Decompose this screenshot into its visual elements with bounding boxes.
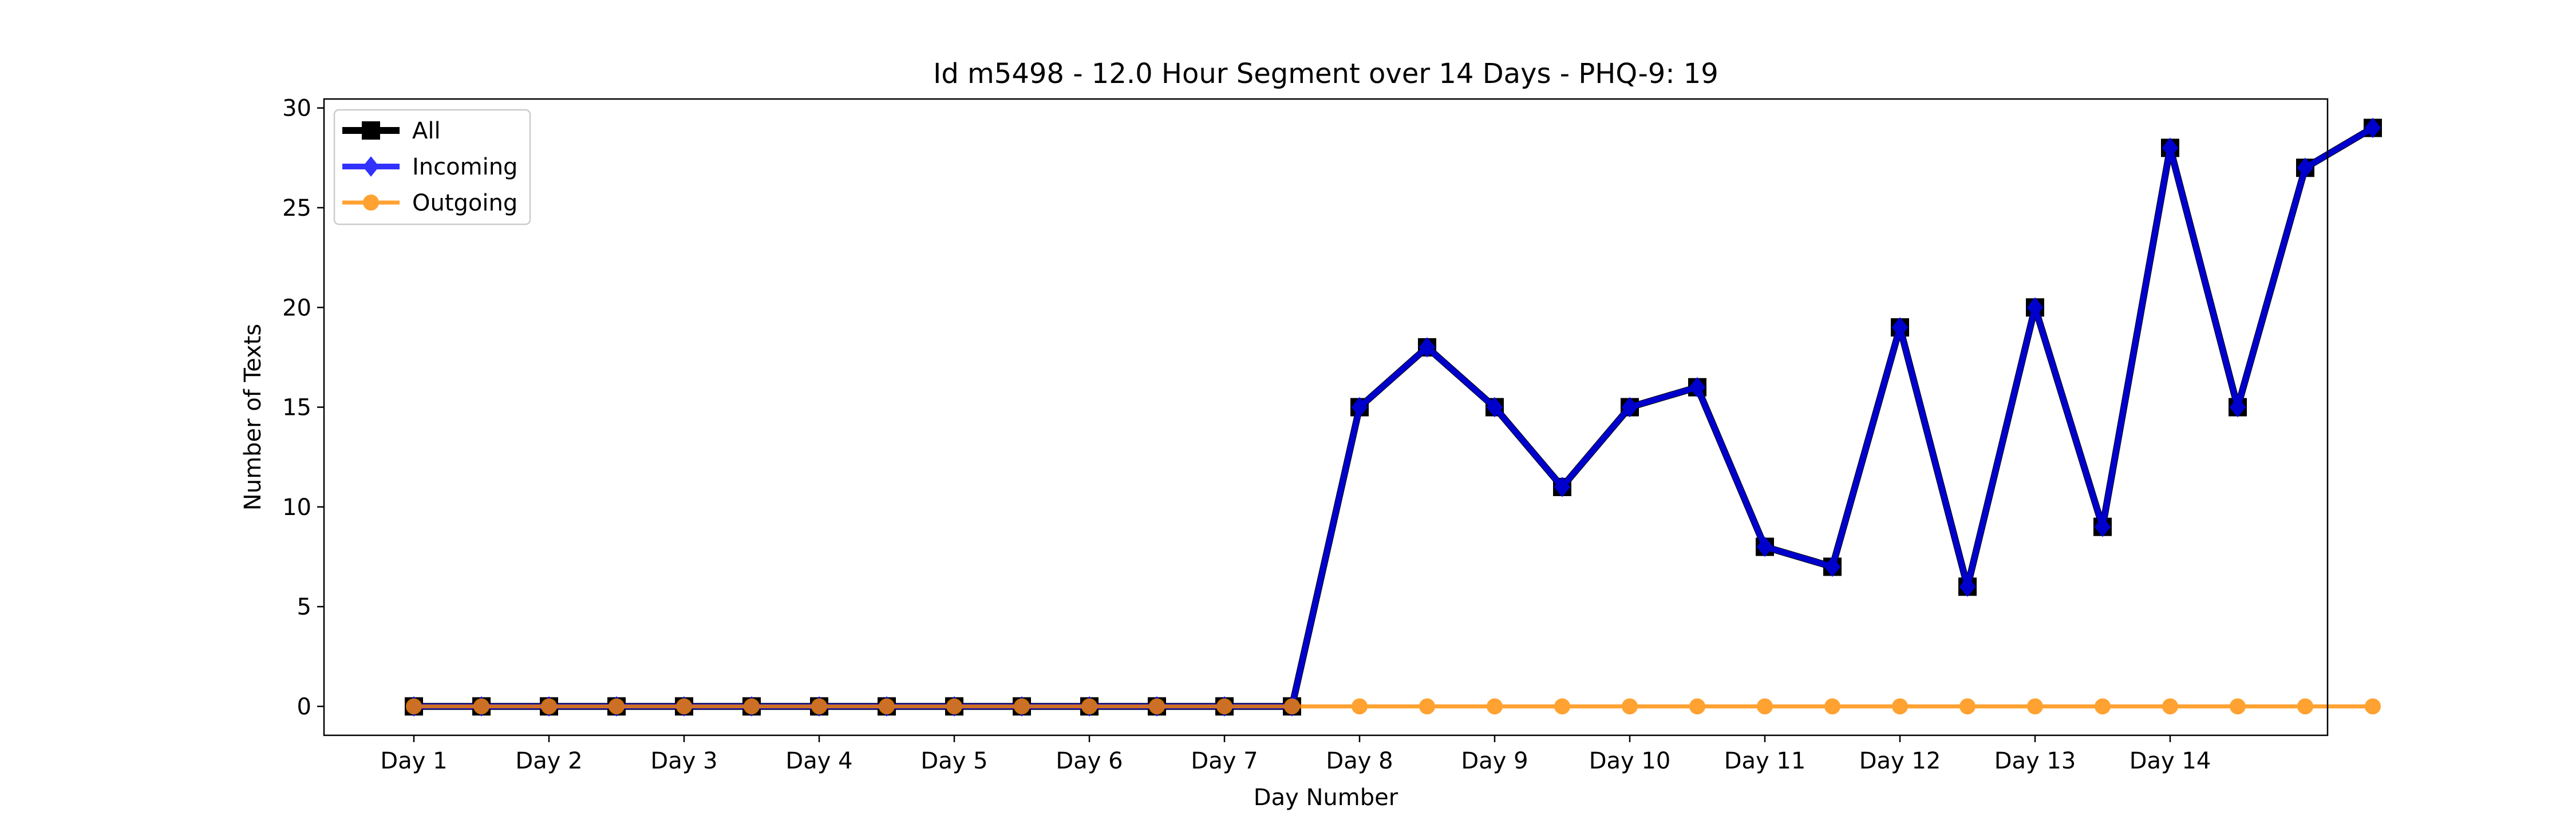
data-point-outgoing <box>744 698 760 715</box>
data-point-outgoing <box>1352 698 1368 715</box>
x-tick-label: Day 10 <box>1589 748 1671 774</box>
data-point-outgoing <box>1216 698 1232 715</box>
x-tick-label: Day 14 <box>2129 748 2211 774</box>
data-point-outgoing <box>473 698 489 715</box>
x-tick-label: Day 13 <box>1994 748 2076 774</box>
data-point-outgoing <box>609 698 625 715</box>
data-point-incoming <box>2026 297 2044 318</box>
data-point-incoming <box>1351 397 1368 418</box>
data-point-outgoing <box>2027 698 2043 715</box>
plot-frame <box>323 98 2329 736</box>
x-tick-label: Day 6 <box>1056 748 1123 774</box>
data-point-incoming <box>1486 397 1503 418</box>
legend-box <box>333 109 531 225</box>
legend-marker-incoming <box>362 156 380 177</box>
x-tick-label: Day 7 <box>1191 748 1258 774</box>
data-point-incoming <box>1689 377 1706 398</box>
data-point-outgoing <box>2162 698 2178 715</box>
y-tick-label: 25 <box>282 195 311 221</box>
data-point-incoming <box>2094 516 2111 537</box>
data-point-outgoing <box>1487 698 1503 715</box>
series-layer <box>405 117 2382 717</box>
y-tick-label: 20 <box>282 295 311 321</box>
ticks-layer: 0 5 10 15 20 25 30 Day 1 Day 2 Day 3 Day 4 Day 5 Day… <box>282 96 2211 774</box>
data-point-incoming <box>2162 137 2179 159</box>
data-point-incoming <box>1824 556 1841 577</box>
data-point-outgoing <box>541 698 557 715</box>
data-point-outgoing <box>406 698 422 715</box>
x-axis-label: Day Number <box>1254 785 1398 811</box>
legend-marker-all <box>362 121 380 140</box>
legend-marker-outgoing <box>363 195 379 211</box>
data-point-outgoing <box>1014 698 1030 715</box>
data-point-incoming <box>1554 477 1571 497</box>
legend-label-outgoing: Outgoing <box>412 190 517 216</box>
legend-item-incoming <box>342 156 400 177</box>
data-point-outgoing <box>946 698 962 715</box>
data-point-outgoing <box>2230 698 2246 715</box>
x-tick-label: Day 12 <box>1859 748 1941 774</box>
y-tick-label: 30 <box>282 96 311 122</box>
x-tick-label: Day 4 <box>785 748 852 774</box>
y-tick-label: 0 <box>297 694 311 720</box>
legend-label-incoming: Incoming <box>412 154 517 180</box>
data-point-outgoing <box>1081 698 1097 715</box>
data-point-outgoing <box>1824 698 1840 715</box>
y-axis-label: Number of Texts <box>240 324 266 510</box>
data-point-outgoing <box>1959 698 1976 715</box>
x-tick-label: Day 3 <box>650 748 717 774</box>
data-point-outgoing <box>2365 698 2381 715</box>
data-point-outgoing <box>2095 698 2111 715</box>
x-tick-label: Day 2 <box>515 748 582 774</box>
data-point-incoming <box>1959 576 1976 597</box>
x-tick-label: Day 8 <box>1326 748 1393 774</box>
data-point-incoming <box>2364 117 2381 138</box>
data-point-incoming <box>1756 536 1773 557</box>
legend-item-outgoing <box>342 195 400 211</box>
data-point-outgoing <box>879 698 895 715</box>
x-tick-label: Day 1 <box>380 748 447 774</box>
x-tick-label: Day 5 <box>920 748 987 774</box>
series-outgoing <box>406 698 2381 715</box>
data-point-outgoing <box>1892 698 1908 715</box>
y-tick-label: 10 <box>282 494 311 521</box>
data-point-incoming <box>1621 397 1638 418</box>
chart-title: Id m5498 - 12.0 Hour Segment over 14 Day… <box>933 58 1718 90</box>
data-point-outgoing <box>1757 698 1773 715</box>
data-point-outgoing <box>1419 698 1435 715</box>
legend-label-all: All <box>412 118 441 144</box>
data-point-outgoing <box>676 698 692 715</box>
legend-items: All Incoming Outgoing <box>342 118 517 216</box>
data-point-outgoing <box>1622 698 1638 715</box>
data-point-outgoing <box>2297 698 2313 715</box>
x-tick-label: Day 9 <box>1461 748 1528 774</box>
legend: All Incoming Outgoing <box>333 109 531 225</box>
y-tick-label: 5 <box>297 594 311 620</box>
data-point-incoming <box>2297 157 2314 179</box>
data-point-incoming <box>2229 397 2246 418</box>
data-point-outgoing <box>1554 698 1570 715</box>
data-point-outgoing <box>1284 698 1300 715</box>
x-tick-label: Day 11 <box>1724 748 1806 774</box>
data-point-incoming <box>1419 337 1436 358</box>
data-point-outgoing <box>811 698 827 715</box>
data-point-outgoing <box>1149 698 1165 715</box>
legend-item-all <box>342 121 400 140</box>
data-point-incoming <box>1891 317 1909 338</box>
data-point-outgoing <box>1689 698 1705 715</box>
y-tick-label: 15 <box>282 395 311 421</box>
